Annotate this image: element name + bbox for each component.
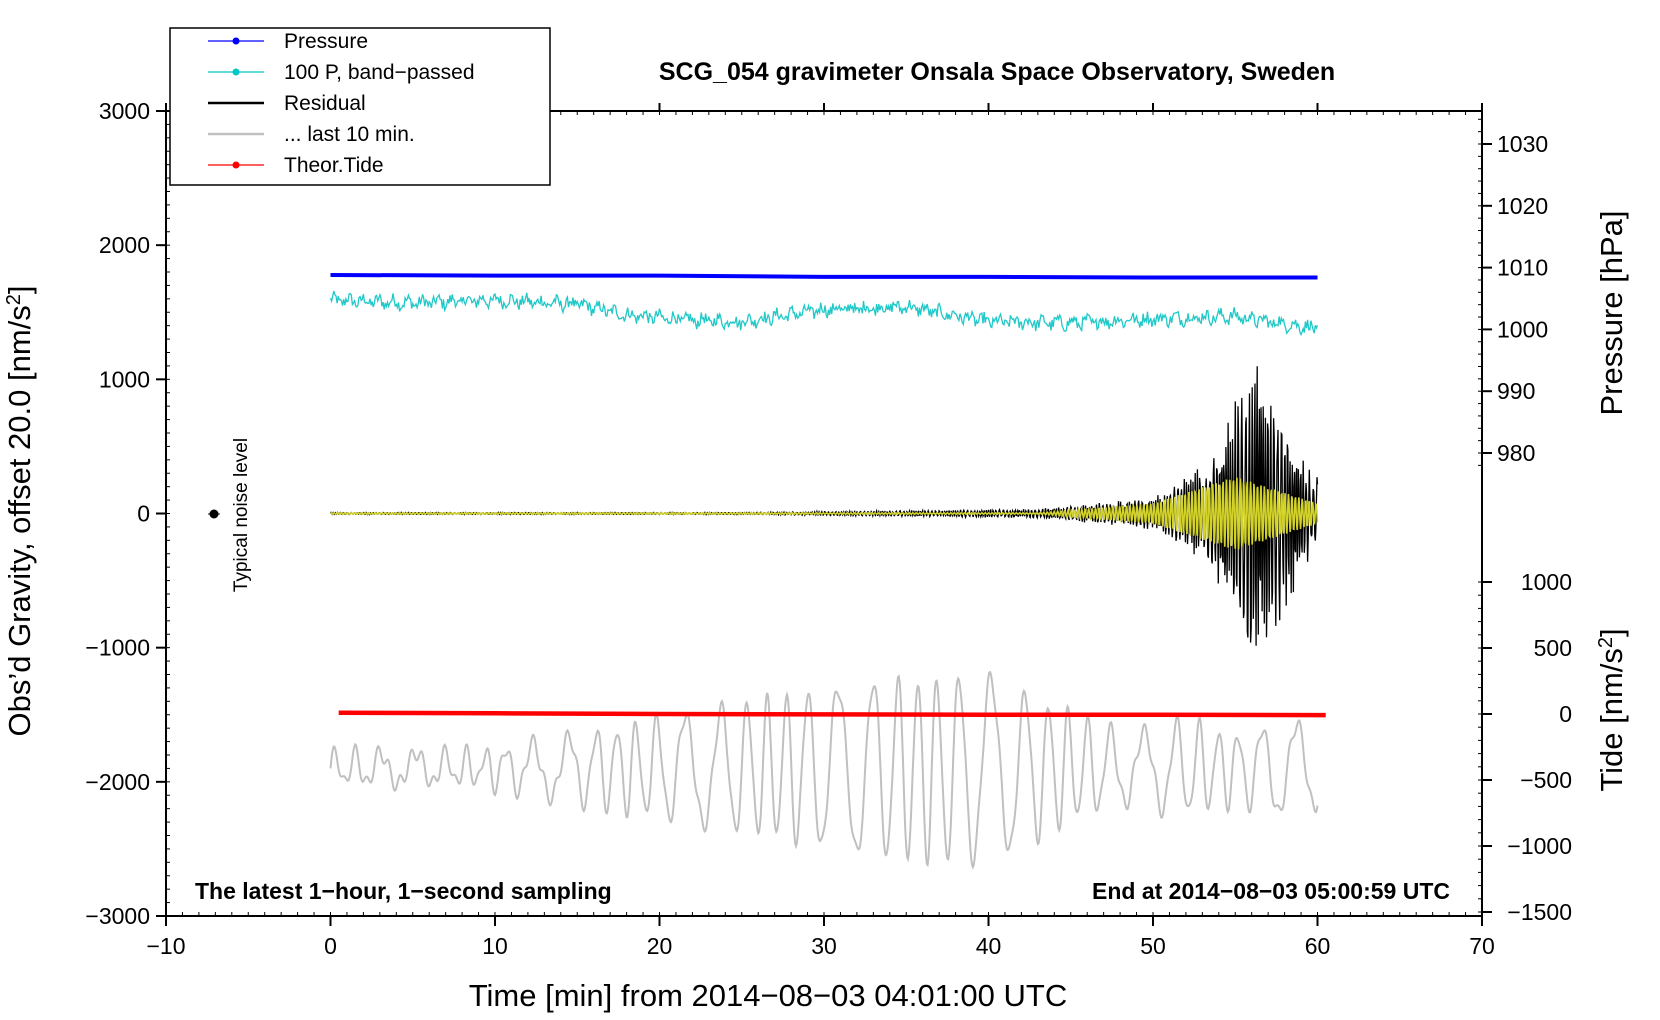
y-tick-label: 2000: [99, 232, 150, 258]
noise-label: Typical noise level: [231, 438, 252, 592]
tide-axis-label-end: ]: [1594, 628, 1629, 637]
y-tick-label: 3000: [99, 98, 150, 124]
tide-tick-label: 0: [1559, 701, 1572, 727]
pressure-axis: 980 990 1000 1010 1020 1030: [1482, 131, 1548, 466]
legend: Pressure 100 P, band−passed Residual ... la…: [169, 27, 551, 186]
x-axis: −10 0 10 20 30 40 50 60 70: [146, 103, 1495, 959]
pressure-tick-label: 990: [1497, 378, 1535, 404]
x-tick-label: 20: [647, 933, 673, 959]
legend-label: 100 P, band−passed: [284, 61, 475, 84]
note-latest-hour: The latest 1−hour, 1−second sampling: [195, 878, 612, 904]
x-tick-label: 0: [324, 933, 337, 959]
tide-axis-label-sup: 2: [1595, 637, 1617, 648]
tide-tick-label: −500: [1520, 767, 1572, 793]
tide-tick-label: −1500: [1507, 899, 1572, 925]
x-tick-label: 60: [1305, 933, 1331, 959]
y-tick-label: 1000: [99, 366, 150, 392]
pressure-tick-label: 1030: [1497, 131, 1548, 157]
y-tick-label: −3000: [85, 903, 150, 929]
pressure-tick-label: 980: [1497, 440, 1535, 466]
left-y-axis-label-end: ]: [2, 285, 37, 294]
tide-axis-label: Tide [nm/s2]: [1594, 628, 1629, 791]
legend-swatch-dot: [232, 68, 240, 76]
note-end-time: End at 2014−08−03 05:00:59 UTC: [1092, 878, 1450, 904]
tide-axis: −1500 −1000 −500 0 500 1000: [1482, 569, 1572, 925]
x-tick-label: −10: [146, 933, 185, 959]
series-band-passed-pressure: [329, 290, 1319, 337]
pressure-axis-label: Pressure [hPa]: [1594, 210, 1629, 415]
pressure-tick-label: 1010: [1497, 255, 1548, 281]
y-tick-label: 0: [137, 501, 150, 527]
chart-title: SCG_054 gravimeter Onsala Space Observat…: [659, 58, 1335, 86]
legend-label: Residual: [284, 92, 366, 115]
series-layer: [329, 273, 1326, 870]
series-residual-filtered: [330, 477, 1319, 550]
left-y-axis-label-sup: 2: [3, 294, 25, 305]
noise-level-marker: Typical noise level: [208, 438, 252, 592]
noise-dot: [209, 509, 219, 519]
legend-label: Pressure: [284, 30, 368, 53]
tide-axis-label-main: Tide [nm/s: [1594, 648, 1629, 792]
x-axis-label: Time [min] from 2014−08−03 04:01:00 UTC: [469, 978, 1068, 1013]
legend-label: Theor.Tide: [284, 154, 384, 177]
legend-box: [169, 27, 551, 186]
legend-label: ... last 10 min.: [284, 123, 415, 146]
x-tick-label: 10: [482, 933, 508, 959]
left-y-axis: −3000 −2000 −1000 0 1000 2000 3000: [85, 98, 166, 929]
tide-tick-label: 1000: [1521, 569, 1572, 595]
left-y-axis-label: Obs’d Gravity, offset 20.0 [nm/s2]: [2, 285, 37, 736]
x-tick-label: 30: [811, 933, 837, 959]
y-tick-label: −1000: [85, 635, 150, 661]
x-tick-label: 70: [1469, 933, 1495, 959]
series-pressure: [330, 273, 1318, 280]
series-theoretical-tide: [338, 710, 1326, 718]
left-y-axis-label-main: Obs’d Gravity, offset 20.0 [nm/s: [2, 305, 37, 736]
pressure-tick-label: 1000: [1497, 316, 1548, 342]
x-tick-label: 50: [1140, 933, 1166, 959]
tide-tick-label: −1000: [1507, 833, 1572, 859]
tide-tick-label: 500: [1534, 635, 1572, 661]
series-last-10-min: [329, 670, 1319, 870]
x-tick-label: 40: [976, 933, 1002, 959]
y-tick-label: −2000: [85, 769, 150, 795]
pressure-tick-label: 1020: [1497, 193, 1548, 219]
legend-swatch-dot: [232, 37, 240, 45]
legend-swatch-dot: [232, 161, 240, 169]
